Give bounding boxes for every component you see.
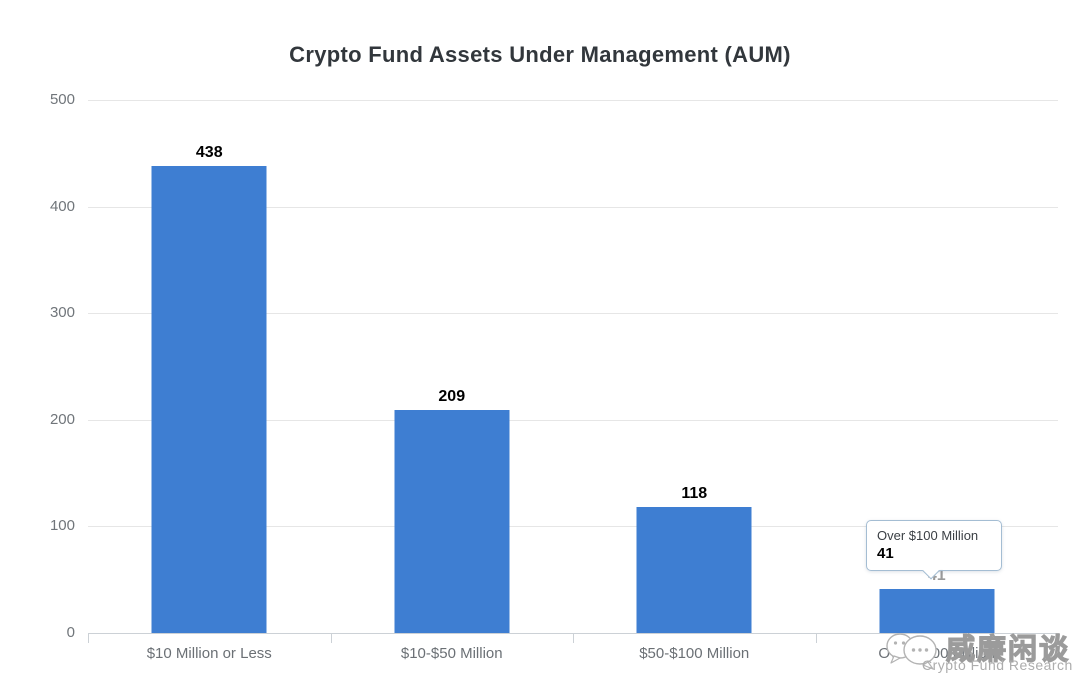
tooltip-category: Over $100 Million <box>877 528 979 543</box>
y-tick-label-200: 200 <box>49 410 75 428</box>
y-tick-label-500: 500 <box>49 91 75 108</box>
gridline-300 <box>88 313 1058 315</box>
x-category-label-2: $50-$100 Million <box>639 645 750 662</box>
gridline-400 <box>88 206 1058 208</box>
bar-0[interactable] <box>151 166 267 633</box>
x-axis-tick-0 <box>88 633 89 643</box>
tooltip-value: 41 <box>877 545 894 562</box>
x-category-label-1: $10-$50 Million <box>400 645 503 662</box>
x-axis-line <box>88 633 1058 634</box>
gridline-200 <box>88 419 1058 421</box>
watermark-brand: 威廉闲谈 <box>945 633 1071 666</box>
x-axis-tick-4 <box>1058 633 1059 643</box>
gridline-100 <box>88 526 1058 528</box>
bar-column-2: 118 <box>573 100 816 633</box>
tooltip: Over $100 Million 41 <box>866 520 1002 580</box>
bar-column-1: 209 <box>331 100 574 633</box>
bar-column-0: 438 <box>88 100 331 633</box>
watermark-subtitle: Crypto Fund Research <box>922 657 1073 673</box>
x-axis-tick-1 <box>330 633 332 643</box>
bar-value-label-0: 438 <box>195 144 223 162</box>
x-axis-tick-2 <box>573 633 574 643</box>
plot-area: 0 100 200 300 400 500 438 209 118 41 $10 Million… <box>50 91 1059 662</box>
y-tick-label-100: 100 <box>49 517 75 535</box>
watermark: 威廉闲谈 Crypto Fund Research <box>882 626 1072 682</box>
y-tick-label-300: 300 <box>49 304 75 322</box>
y-tick-label-400: 400 <box>49 197 75 215</box>
bar-1[interactable] <box>394 410 510 633</box>
bar-value-label-2: 118 <box>681 485 708 503</box>
x-category-label-0: $10 Million or Less <box>146 645 272 662</box>
bar-2[interactable] <box>636 507 752 633</box>
x-axis-tick-3 <box>815 633 817 643</box>
chart-title: Crypto Fund Assets Under Management (AUM… <box>289 42 791 67</box>
gridline-500 <box>88 100 1058 101</box>
bar-3[interactable] <box>879 589 995 633</box>
bar-value-label-1: 209 <box>438 388 466 406</box>
chat-bubbles-logo-icon <box>886 633 937 670</box>
bar-column-3: 41 <box>816 100 1059 633</box>
y-tick-label-0: 0 <box>66 624 75 641</box>
